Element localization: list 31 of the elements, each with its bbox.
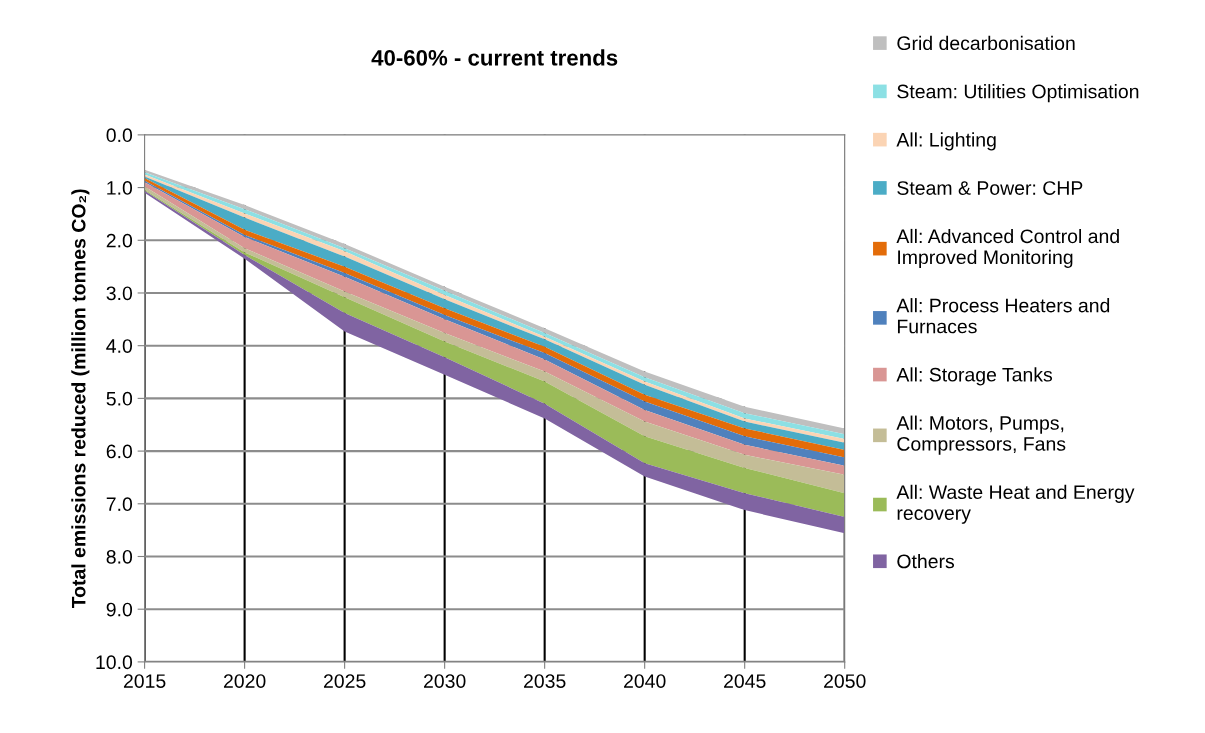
x-tick-label: 2025 bbox=[323, 674, 366, 688]
x-tick-label: 2050 bbox=[824, 674, 866, 688]
y-tick-label: 1.0 bbox=[107, 181, 133, 195]
y-tick-label: 8.0 bbox=[106, 549, 133, 564]
y-tick-label: 2.0 bbox=[106, 233, 133, 248]
x-tick-label: 2020 bbox=[223, 674, 266, 688]
y-tick-label: 0.0 bbox=[106, 128, 133, 143]
x-tick-label: 2035 bbox=[524, 674, 566, 688]
chart-title: 40-60% - current trends bbox=[371, 49, 618, 66]
x-tick-label: 2040 bbox=[624, 674, 666, 688]
y-tick-label: 5.0 bbox=[106, 391, 133, 406]
x-tick-label: 2030 bbox=[424, 674, 466, 688]
y-axis-title: Total emissions reduced (million tonnes CO₂) bbox=[71, 189, 90, 609]
legend-label: All: Motors, Pumps, Compressors, Fans bbox=[896, 415, 1066, 455]
legend-label: All: Advanced Control and Improved Monitoring bbox=[896, 228, 1119, 268]
legend-label: All: Lighting bbox=[896, 132, 996, 151]
y-tick-label: 7.0 bbox=[106, 497, 133, 512]
legend-label: Steam: Utilities Optimisation bbox=[897, 84, 1139, 103]
x-tick-label: 2045 bbox=[724, 674, 766, 688]
legend-label: All: Storage Tanks bbox=[896, 367, 1053, 386]
y-tick-label: 3.0 bbox=[106, 286, 133, 301]
legend-label: Grid decarbonisation bbox=[897, 35, 1075, 51]
y-tick-label: 9.0 bbox=[106, 602, 133, 617]
y-tick-label: 4.0 bbox=[106, 339, 133, 353]
legend-label: All: Waste Heat and Energy recovery bbox=[896, 484, 1135, 524]
legend-label: All: Process Heaters and Furnaces bbox=[896, 298, 1110, 334]
x-tick-label: 2015 bbox=[123, 674, 166, 688]
y-tick-label: 10.0 bbox=[96, 655, 133, 670]
legend-label: Others bbox=[897, 553, 955, 569]
legend-label: Steam & Power: CHP bbox=[897, 181, 1083, 195]
y-tick-label: 6.0 bbox=[106, 444, 133, 459]
